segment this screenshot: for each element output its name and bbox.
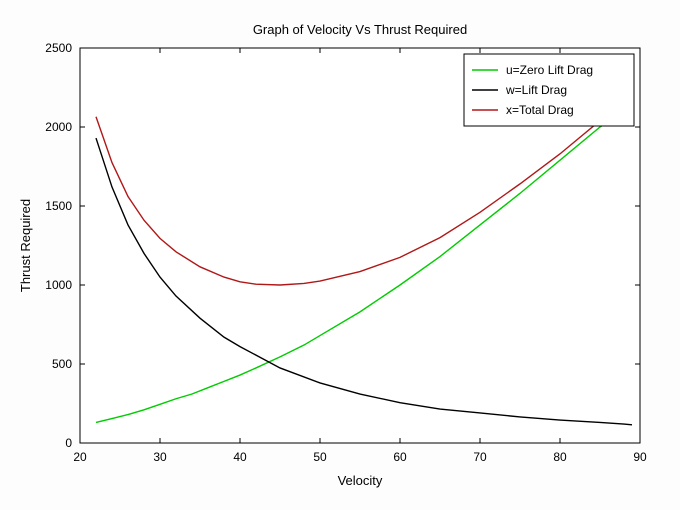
legend-label: w=Lift Drag [505, 83, 567, 97]
xtick-label: 70 [473, 450, 487, 464]
xtick-label: 40 [233, 450, 247, 464]
ytick-label: 0 [65, 436, 72, 450]
ytick-label: 500 [52, 357, 72, 371]
ytick-label: 2000 [45, 120, 72, 134]
legend-label: u=Zero Lift Drag [506, 63, 593, 77]
xtick-label: 30 [153, 450, 167, 464]
xtick-label: 80 [553, 450, 567, 464]
thrust-vs-velocity-chart: 20 30 40 50 60 70 80 90 0 500 1000 1500 2000 2500 Grap… [0, 0, 680, 510]
y-axis-label: Thrust Required [18, 199, 33, 292]
chart-title: Graph of Velocity Vs Thrust Required [253, 22, 467, 37]
ytick-label: 1500 [45, 199, 72, 213]
ytick-label: 2500 [45, 41, 72, 55]
xtick-label: 50 [313, 450, 327, 464]
x-axis-label: Velocity [338, 473, 383, 488]
xtick-label: 20 [73, 450, 87, 464]
legend-label: x=Total Drag [506, 103, 574, 117]
xtick-label: 60 [393, 450, 407, 464]
xtick-label: 90 [633, 450, 647, 464]
ytick-label: 1000 [45, 278, 72, 292]
